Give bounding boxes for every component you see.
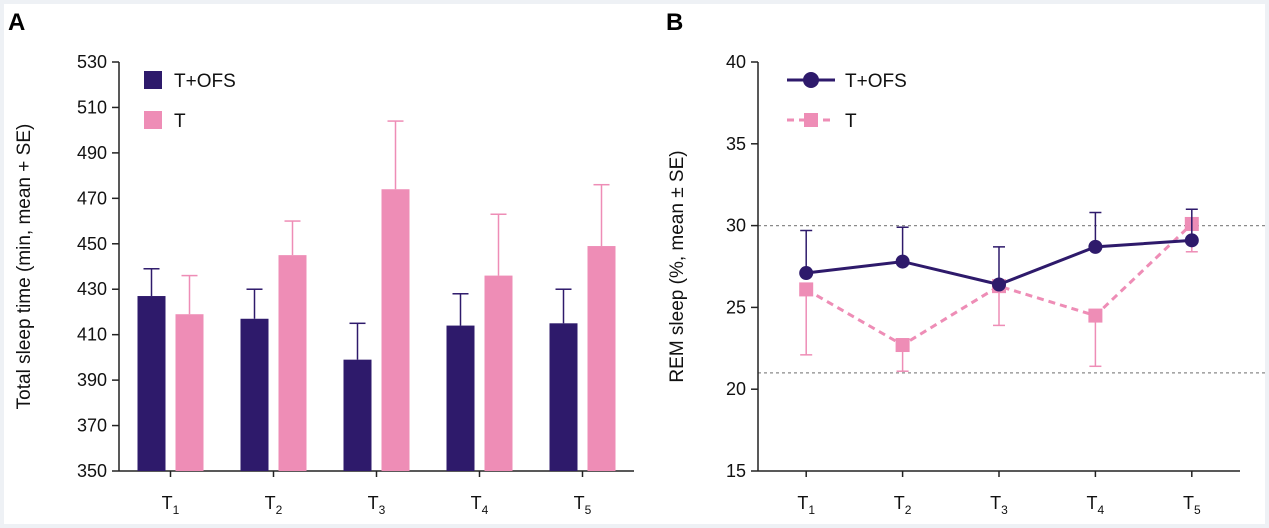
x-tick-subscript: 2 [905,503,912,517]
x-tick-label-5: T5 [1183,493,1201,517]
x-tick-label-5: T5 [574,493,592,517]
y-tick-label: 15 [726,461,746,481]
x-tick-base: T [265,493,276,513]
x-tick-base: T [990,493,1001,513]
y-axis-title: Total sleep time (min, mean + SE) [14,124,35,410]
x-tick-base: T [162,493,173,513]
y-tick-label: 450 [77,234,107,254]
panel-letter-b: B [666,9,683,36]
legend-marker-ofs [803,72,819,88]
point-ofs-3 [992,277,1006,292]
x-tick-base: T [471,493,482,513]
x-tick-subscript: 1 [808,503,815,517]
bar-t-4 [484,275,513,471]
legend-swatch-t [144,111,162,129]
x-tick-subscript: 4 [1098,503,1105,517]
x-tick-subscript: 5 [1194,503,1201,517]
x-tick-base: T [1183,493,1194,513]
bar-t-3 [381,189,410,471]
y-tick-label: 490 [77,143,107,163]
y-tick-label: 470 [77,188,107,208]
bar-ofs-5 [549,323,578,471]
bar-t-1 [175,314,204,471]
bar-t-5 [587,246,616,471]
legend-swatch-ofs [144,71,162,89]
point-ofs-2 [895,254,910,269]
y-tick-label: 410 [77,325,107,345]
figure-page: A 350 370 390 410 430 450 470 490 510 530 Total sl… [4,4,1265,524]
bar-ofs-3 [343,359,372,471]
point-t-2 [895,338,910,353]
x-tick-label-1: T1 [162,493,180,517]
x-tick-label-4: T4 [1087,493,1105,517]
y-tick-label: 20 [726,379,746,399]
point-t-1 [799,282,814,297]
series-line-t [805,222,1193,347]
x-tick-base: T [574,493,585,513]
point-t-4 [1088,308,1103,323]
y-axis-title: REM sleep (%, mean ± SE) [667,150,688,382]
x-tick-base: T [797,493,808,513]
x-tick-subscript: 4 [482,503,489,517]
y-tick-label: 35 [726,134,746,154]
x-tick-subscript: 1 [173,503,180,517]
legend-label-t: T [845,111,857,132]
x-tick-label-3: T3 [368,493,386,517]
x-tick-label-1: T1 [797,493,815,517]
bar-ofs-4 [446,325,475,471]
legend-label-ofs: T+OFS [845,71,907,92]
y-tick-label: 510 [77,97,107,117]
legend-label-t: T [174,111,186,132]
y-tick-label: 40 [726,52,746,72]
bar-t-2 [278,255,307,471]
x-tick-subscript: 5 [585,503,592,517]
panel-letter-a: A [8,9,25,36]
legend-label-ofs: T+OFS [174,71,236,92]
chart-a: A 350 370 390 410 430 450 470 490 510 530 Total sl… [8,9,634,517]
x-tick-subscript: 3 [379,503,386,517]
x-tick-label-2: T2 [894,493,912,517]
x-tick-base: T [368,493,379,513]
y-tick-label: 390 [77,370,107,390]
legend-marker-t [804,113,818,127]
y-tick-label: 370 [77,416,107,436]
y-tick-label: 350 [77,461,107,481]
x-tick-subscript: 2 [276,503,283,517]
x-tick-base: T [894,493,905,513]
x-tick-label-2: T2 [265,493,283,517]
point-ofs-1 [799,266,814,281]
x-tick-base: T [1087,493,1098,513]
bar-ofs-2 [240,318,269,471]
bar-ofs-1 [137,296,166,471]
x-tick-label-4: T4 [471,493,489,517]
point-ofs-5 [1184,233,1199,248]
y-tick-label: 430 [77,279,107,299]
x-tick-label-3: T3 [990,493,1008,517]
window-top-strip [0,0,1269,4]
y-tick-label: 530 [77,52,107,72]
x-tick-subscript: 3 [1001,503,1008,517]
y-tick-label: 25 [726,297,746,317]
point-ofs-4 [1088,239,1103,254]
y-tick-label: 30 [726,216,746,236]
